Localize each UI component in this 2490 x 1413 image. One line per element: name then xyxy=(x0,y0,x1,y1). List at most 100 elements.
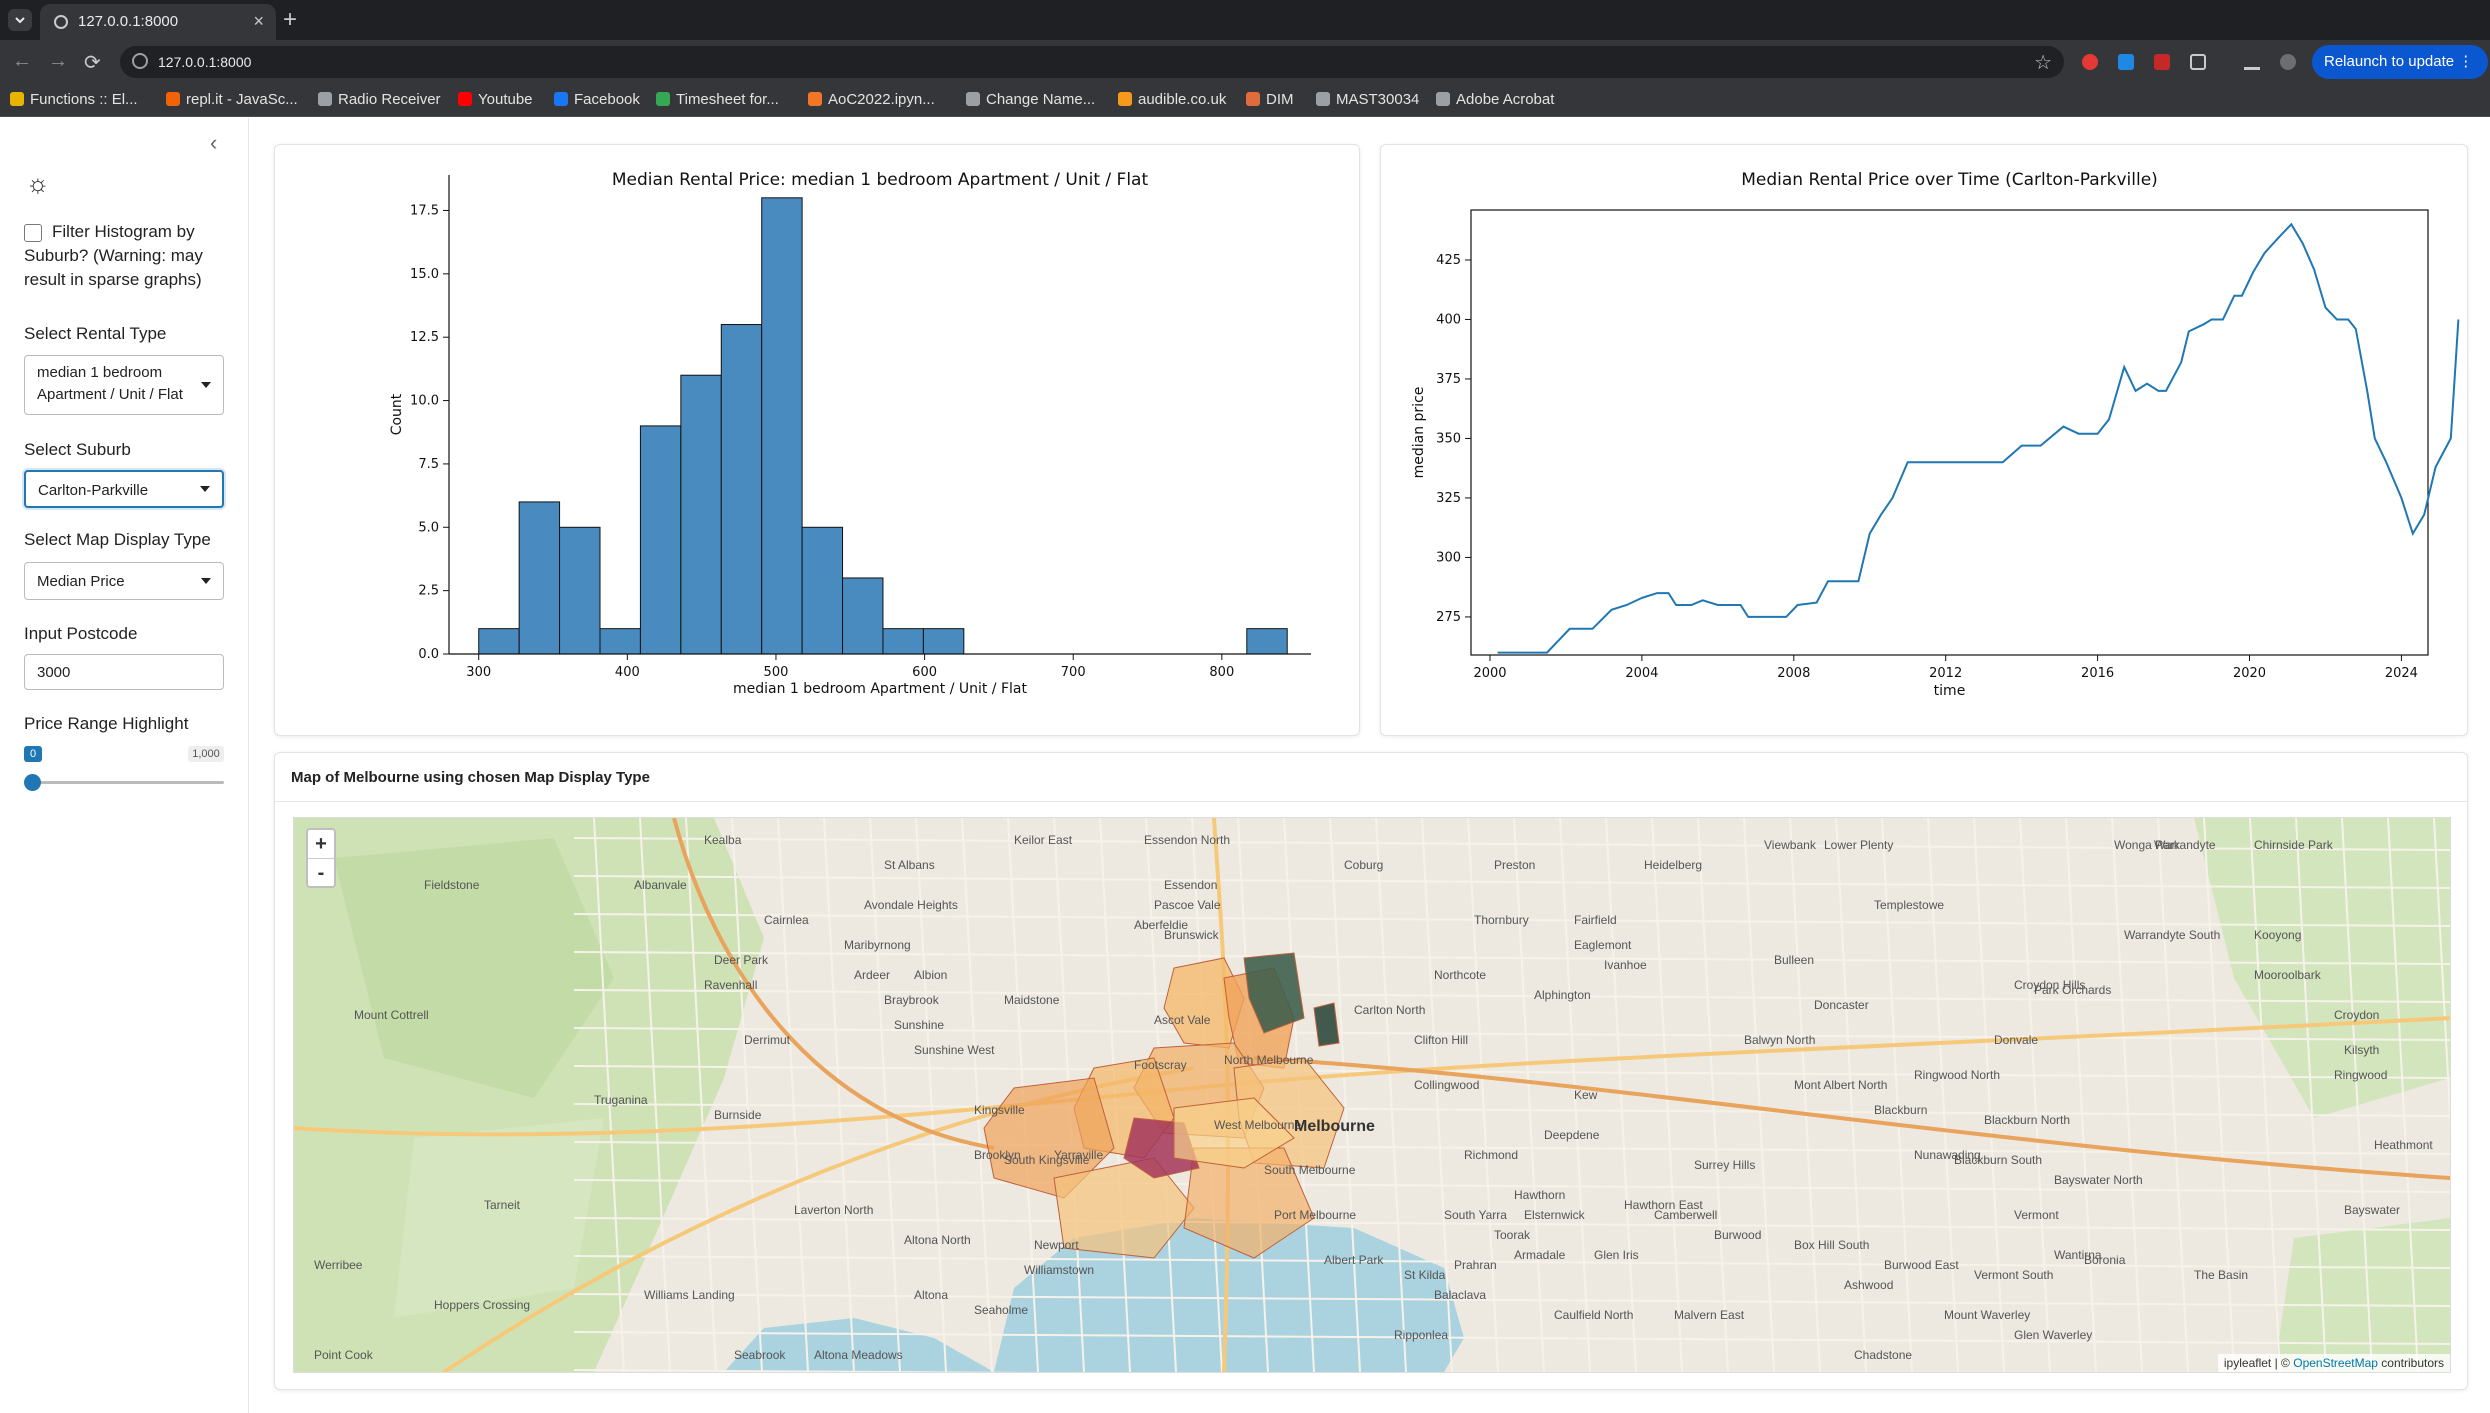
bookmark-item[interactable]: AoC2022.ipyn... xyxy=(808,91,935,108)
map-place-label: Caulfield North xyxy=(1554,1308,1634,1322)
map-place-label: Braybrook xyxy=(884,993,939,1007)
histogram-bar xyxy=(559,526,601,655)
y-tick-label: 400 xyxy=(1436,312,1461,327)
extension-icon[interactable] xyxy=(2118,54,2134,70)
map-place-label: Carlton North xyxy=(1354,1003,1426,1017)
chart-title: Median Rental Price: median 1 bedroom Ap… xyxy=(612,170,1149,190)
x-tick-label: 600 xyxy=(912,665,937,680)
bookmark-item[interactable]: repl.it - JavaSc... xyxy=(166,91,298,108)
map-place-label: Point Cook xyxy=(314,1348,373,1362)
filter-histogram-checkbox[interactable] xyxy=(24,224,42,242)
price-range-label: Price Range Highlight xyxy=(24,714,189,733)
map-display-value: Median Price xyxy=(37,573,125,590)
map-place-label: Mooroolbark xyxy=(2254,968,2321,982)
suburb-select[interactable]: Carlton-Parkville xyxy=(24,470,224,508)
map-tiles[interactable] xyxy=(294,818,2450,1372)
relaunch-update-button[interactable]: Relaunch to update ⋮ xyxy=(2312,45,2488,79)
suburb-region xyxy=(1173,1097,1295,1169)
histogram-bar xyxy=(761,197,803,655)
histogram-card: Median Rental Price: median 1 bedroom Ap… xyxy=(274,144,1360,736)
y-tick-label: 2.5 xyxy=(418,584,439,599)
tab-search-button[interactable] xyxy=(8,9,32,31)
bookmark-item[interactable]: Radio Receiver xyxy=(318,91,441,108)
browser-toolbar: ← → ⟳ 127.0.0.1:8000 ☆ Relaunch to updat… xyxy=(0,40,2490,84)
new-tab-button[interactable]: + xyxy=(283,6,298,33)
postcode-input[interactable] xyxy=(24,654,224,690)
street xyxy=(573,1027,2450,1041)
bookmark-star-icon[interactable]: ☆ xyxy=(2034,52,2052,74)
close-icon[interactable]: × xyxy=(253,11,264,31)
sun-icon[interactable]: ☼ xyxy=(26,168,50,198)
timeseries-chart: Median Rental Price over Time (Carlton-P… xyxy=(1411,170,2460,699)
map-place-label: Park Orchards xyxy=(2034,983,2112,997)
histogram-bar xyxy=(922,628,965,655)
map-place-label: Blackburn South xyxy=(1954,1153,2043,1167)
rental-type-value: median 1 bedroom Apartment / Unit / Flat xyxy=(37,364,183,403)
bookmark-item[interactable]: Youtube xyxy=(458,91,533,108)
map-place-label: Maidstone xyxy=(1004,993,1060,1007)
map-view[interactable]: Fieldstone Mount Cottrell Truganina Tarneit… xyxy=(293,817,2451,1373)
street xyxy=(1559,818,1591,1372)
reload-icon[interactable]: ⟳ xyxy=(84,52,101,74)
bookmark-label: Timesheet for... xyxy=(676,91,779,108)
bookmark-label: Functions :: El... xyxy=(30,91,138,108)
street xyxy=(573,1217,2450,1231)
street xyxy=(777,818,809,1372)
url-text[interactable]: 127.0.0.1:8000 xyxy=(158,54,252,70)
site-info-icon[interactable] xyxy=(132,53,148,69)
slider-max-value: 1,000 xyxy=(188,746,224,762)
map-place-label: Croydon xyxy=(2334,1008,2380,1022)
map-place-label: Surrey Hills xyxy=(1694,1158,1756,1172)
street xyxy=(573,1065,2450,1079)
x-tick-label: 2000 xyxy=(1473,666,1506,681)
rental-type-select[interactable]: median 1 bedroom Apartment / Unit / Flat xyxy=(24,355,224,415)
map-place-label: Derrimut xyxy=(744,1033,791,1047)
price-range-slider[interactable] xyxy=(30,781,224,784)
avatar[interactable] xyxy=(2280,54,2296,70)
map-place-label: Keilor East xyxy=(1014,833,1073,847)
extension-icon[interactable] xyxy=(2154,54,2170,70)
zoom-in-button[interactable]: + xyxy=(308,830,334,859)
bookmark-item[interactable]: DIM xyxy=(1246,91,1294,108)
price-range-slider-handle[interactable] xyxy=(24,774,41,791)
chevron-left-icon[interactable]: ‹ xyxy=(210,130,218,155)
browser-tab[interactable]: 127.0.0.1:8000 × xyxy=(40,4,276,40)
histogram-bar xyxy=(680,374,722,655)
map-place-label: Richmond xyxy=(1464,1148,1519,1162)
chart-title: Median Rental Price over Time (Carlton-P… xyxy=(1741,170,2158,190)
street xyxy=(573,875,2450,889)
bookmark-item[interactable]: Adobe Acrobat xyxy=(1436,91,1554,108)
map-place-label: Clifton Hill xyxy=(1414,1033,1469,1047)
extensions-puzzle-icon[interactable] xyxy=(2190,54,2206,70)
street xyxy=(823,818,855,1372)
map-place-label: Burwood East xyxy=(1884,1258,1959,1272)
zoom-out-button[interactable]: - xyxy=(317,862,325,884)
map-place-label: South Melbourne xyxy=(1264,1163,1356,1177)
map-card: Map of Melbourne using chosen Map Displa… xyxy=(274,752,2468,1390)
download-icon[interactable] xyxy=(2244,54,2260,70)
bookmark-item[interactable]: Change Name... xyxy=(966,91,1095,108)
map-place-label: Eaglemont xyxy=(1574,938,1632,952)
address-bar[interactable]: 127.0.0.1:8000 ☆ xyxy=(120,46,2064,78)
street xyxy=(915,818,947,1372)
bookmark-item[interactable]: MAST30034 xyxy=(1316,91,1419,108)
bookmark-label: Radio Receiver xyxy=(338,91,441,108)
map-place-label: Coburg xyxy=(1344,858,1384,872)
x-tick-label: 2012 xyxy=(1929,666,1962,681)
street xyxy=(685,818,717,1372)
bookmark-item[interactable]: Timesheet for... xyxy=(656,91,779,108)
bookmark-item[interactable]: audible.co.uk xyxy=(1118,91,1226,108)
extension-icon[interactable] xyxy=(2082,54,2098,70)
map-place-label: Maribyrnong xyxy=(844,938,911,952)
forward-arrow-icon[interactable]: → xyxy=(48,50,68,72)
back-arrow-icon[interactable]: ← xyxy=(12,50,32,72)
map-place-label: Ascot Vale xyxy=(1154,1013,1211,1027)
openstreetmap-link[interactable]: OpenStreetMap xyxy=(2293,1356,2378,1370)
y-tick-label: 375 xyxy=(1436,372,1461,387)
bookmark-item[interactable]: Facebook xyxy=(554,91,640,108)
map-display-select[interactable]: Median Price xyxy=(24,562,224,600)
map-place-label: Hoppers Crossing xyxy=(434,1298,531,1312)
street xyxy=(1421,818,1453,1372)
bookmark-item[interactable]: Functions :: El... xyxy=(10,91,138,108)
map-place-label: Malvern East xyxy=(1674,1308,1745,1322)
